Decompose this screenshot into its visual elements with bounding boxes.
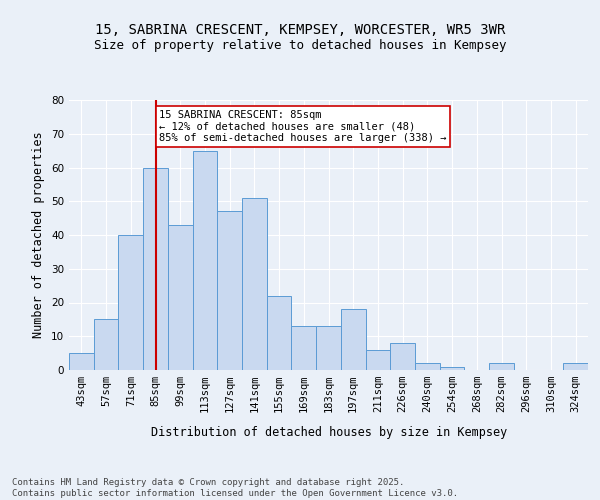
Bar — [489, 363, 514, 370]
Bar — [168, 225, 193, 370]
Text: Distribution of detached houses by size in Kempsey: Distribution of detached houses by size … — [151, 426, 507, 439]
Bar — [193, 150, 217, 370]
Bar — [94, 320, 118, 370]
Text: Size of property relative to detached houses in Kempsey: Size of property relative to detached ho… — [94, 39, 506, 52]
Bar — [143, 168, 168, 370]
Bar — [440, 366, 464, 370]
Bar — [267, 296, 292, 370]
Bar — [341, 309, 365, 370]
Bar — [563, 363, 588, 370]
Bar — [390, 343, 415, 370]
Bar — [316, 326, 341, 370]
Bar — [118, 235, 143, 370]
Bar — [217, 212, 242, 370]
Text: Contains HM Land Registry data © Crown copyright and database right 2025.
Contai: Contains HM Land Registry data © Crown c… — [12, 478, 458, 498]
Text: 15, SABRINA CRESCENT, KEMPSEY, WORCESTER, WR5 3WR: 15, SABRINA CRESCENT, KEMPSEY, WORCESTER… — [95, 22, 505, 36]
Bar — [69, 353, 94, 370]
Bar — [292, 326, 316, 370]
Bar — [242, 198, 267, 370]
Y-axis label: Number of detached properties: Number of detached properties — [32, 132, 46, 338]
Bar — [415, 363, 440, 370]
Text: 15 SABRINA CRESCENT: 85sqm
← 12% of detached houses are smaller (48)
85% of semi: 15 SABRINA CRESCENT: 85sqm ← 12% of deta… — [159, 110, 447, 144]
Bar — [365, 350, 390, 370]
